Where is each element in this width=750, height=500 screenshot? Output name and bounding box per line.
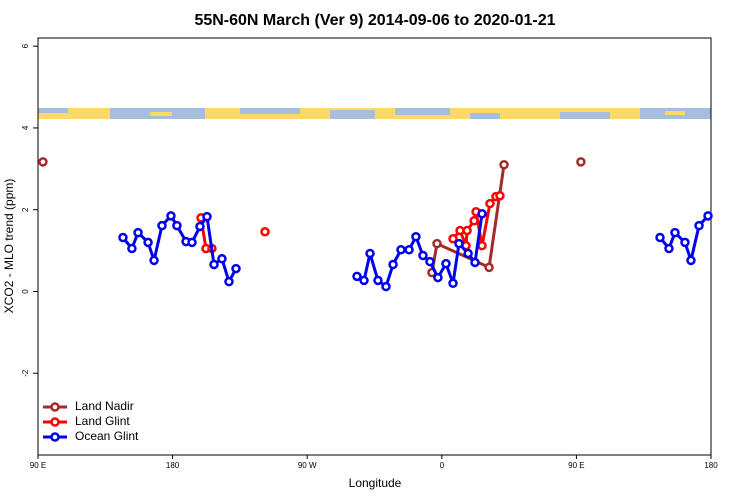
- data-point: [462, 225, 472, 236]
- series-line: [432, 162, 581, 273]
- data-point: [418, 250, 428, 261]
- data-point: [686, 255, 696, 266]
- y-axis-label: XCO2 - MLO trend (ppm): [2, 179, 16, 314]
- data-point: [38, 157, 48, 167]
- data-point: [441, 258, 451, 269]
- x-axis-label: Longitude: [349, 476, 402, 490]
- data-point: [485, 198, 495, 209]
- data-point: [655, 232, 665, 243]
- data-point: [477, 240, 487, 251]
- y-tick-label: 0: [21, 289, 30, 294]
- y-tick-label: -2: [21, 369, 30, 377]
- data-point: [448, 278, 458, 289]
- legend-label: Land Nadir: [75, 399, 134, 413]
- data-point: [231, 263, 241, 274]
- data-point: [433, 272, 443, 283]
- data-point: [381, 281, 391, 292]
- data-point: [209, 259, 219, 270]
- data-point: [396, 245, 406, 255]
- data-point: [143, 237, 153, 248]
- data-point: [454, 238, 464, 249]
- data-point: [703, 211, 713, 221]
- data-point: [202, 211, 212, 222]
- x-tick-label: 0: [440, 461, 445, 470]
- chart-title: 55N-60N March (Ver 9) 2014-09-06 to 2020…: [194, 12, 555, 29]
- data-point: [217, 254, 227, 264]
- data-point: [680, 237, 690, 248]
- y-tick-label: 2: [21, 207, 30, 212]
- data-point: [432, 238, 442, 249]
- data-point: [495, 191, 505, 201]
- data-point: [157, 220, 167, 231]
- x-tick-label: 180: [166, 461, 180, 470]
- data-point: [499, 159, 509, 170]
- data-point: [133, 227, 143, 238]
- data-point: [260, 227, 270, 237]
- series-line: [121, 212, 710, 290]
- data-point: [463, 248, 473, 259]
- legend-label: Ocean Glint: [75, 429, 139, 443]
- x-tick-label: 90 E: [30, 461, 46, 470]
- data-point: [388, 259, 398, 270]
- legend-label: Land Glint: [75, 414, 130, 428]
- data-point: [359, 275, 369, 286]
- data-point: [127, 243, 137, 254]
- data-point: [484, 262, 494, 273]
- data-point: [411, 231, 421, 242]
- data-point: [470, 257, 480, 268]
- legend-marker: [50, 402, 60, 412]
- y-tick-label: 4: [21, 125, 30, 130]
- x-tick-label: 180: [704, 461, 718, 470]
- data-point: [224, 276, 234, 287]
- data-point: [694, 220, 704, 231]
- legend-marker: [50, 417, 60, 427]
- data-point: [477, 209, 487, 219]
- x-tick-label: 90 W: [298, 461, 317, 470]
- plot-frame: [37, 37, 712, 456]
- data-point: [373, 275, 383, 286]
- data-point: [166, 211, 176, 221]
- data-point: [576, 157, 586, 167]
- x-tick-label: 90 E: [568, 461, 584, 470]
- data-point: [664, 243, 674, 254]
- data-point: [448, 233, 458, 244]
- data-point: [670, 227, 680, 238]
- data-point: [352, 271, 362, 282]
- data-point: [425, 256, 435, 267]
- data-point: [149, 255, 159, 266]
- legend-marker: [50, 432, 60, 442]
- y-tick-label: 6: [21, 43, 30, 48]
- data-point: [172, 220, 182, 231]
- map-strip: [38, 108, 711, 119]
- data-point: [469, 215, 479, 226]
- data-point: [404, 245, 414, 255]
- data-point: [118, 232, 128, 243]
- data-point: [187, 237, 197, 248]
- data-point: [195, 221, 205, 232]
- data-point: [365, 248, 375, 259]
